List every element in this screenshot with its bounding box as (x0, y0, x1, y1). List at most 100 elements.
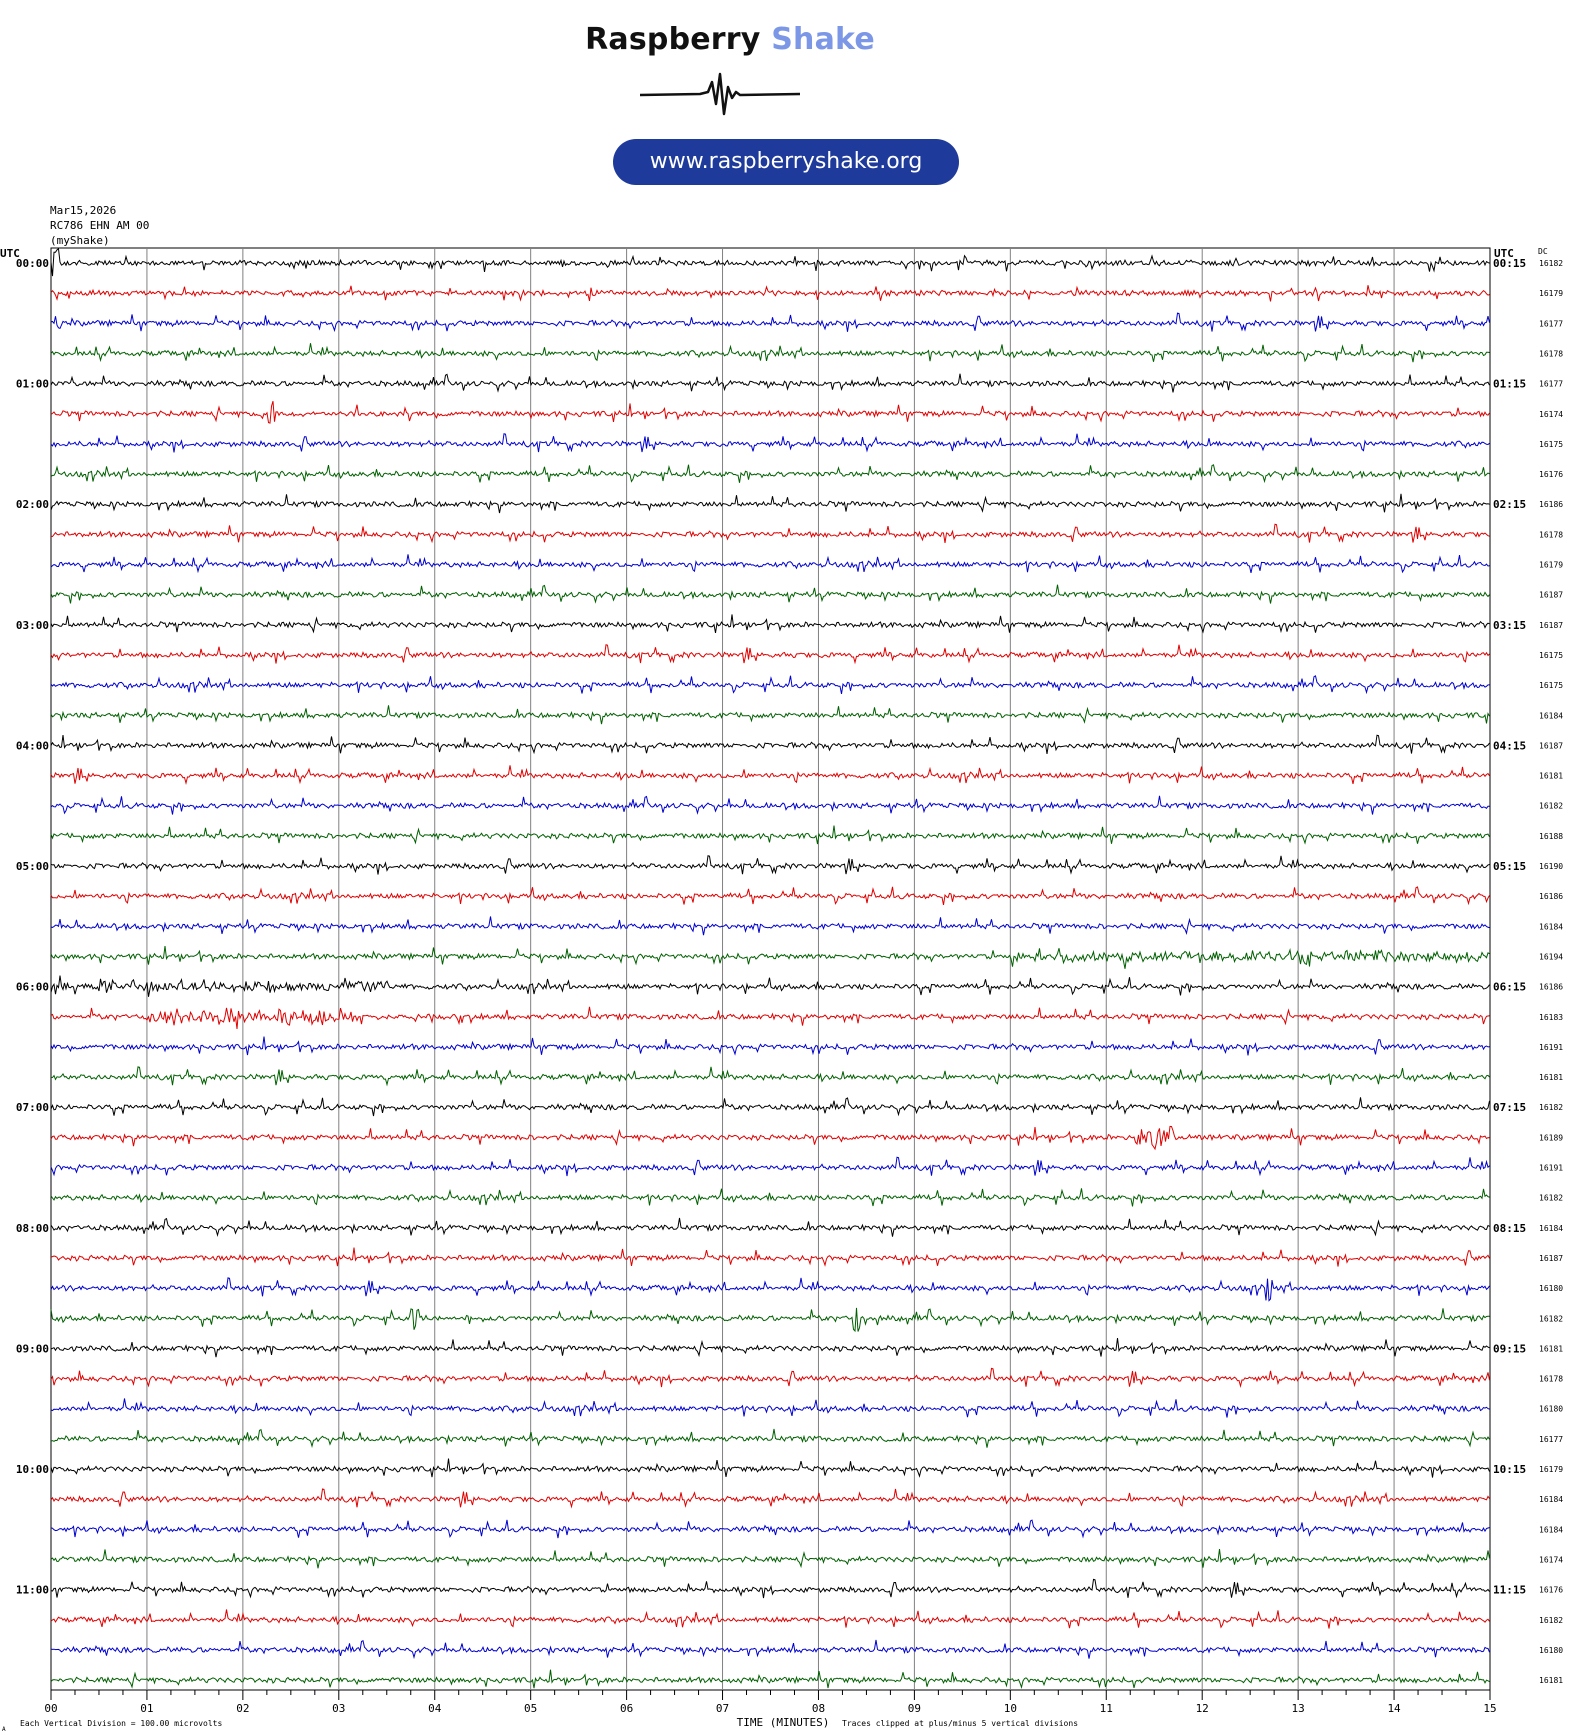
trace-line (50, 614, 1490, 634)
trace-line (50, 343, 1490, 363)
x-tick-label: 10 (1004, 1702, 1017, 1715)
trace-line (50, 825, 1490, 845)
x-tick-label: 12 (1196, 1702, 1209, 1715)
right-hour-label: 02:15 (1493, 498, 1526, 511)
left-hour-label: 11:00 (16, 1584, 49, 1597)
x-tick-label: 14 (1387, 1702, 1401, 1715)
x-tick-label: 05 (524, 1702, 537, 1715)
trace-line (50, 1188, 1490, 1207)
chart-footer: 00 01 02 03 04 05 06 07 08 09 10 11 12 13 14 15 TIME (MI… (2, 1690, 1497, 1732)
x-tick-label: 08 (812, 1702, 825, 1715)
x-tick-label: 01 (140, 1702, 153, 1715)
dc-value-label: 16177 (1539, 319, 1563, 328)
dc-value-label: 16182 (1539, 1314, 1563, 1323)
dc-value-label: 16175 (1539, 681, 1563, 690)
trace-line (50, 1006, 1490, 1030)
right-hour-label: 08:15 (1493, 1222, 1526, 1235)
trace-line (50, 554, 1490, 574)
left-hour-label: 01:00 (16, 378, 49, 391)
dc-value-label: 16186 (1539, 983, 1563, 992)
dc-value-label: 16174 (1539, 410, 1563, 419)
dc-value-label: 16175 (1539, 440, 1563, 449)
trace-line (50, 1549, 1490, 1569)
dc-value-label: 16187 (1539, 1254, 1563, 1263)
dc-value-label: 16184 (1539, 1224, 1563, 1233)
dc-value-label: 16187 (1539, 591, 1563, 600)
right-hour-label: 01:15 (1493, 378, 1526, 391)
trace-line (50, 1277, 1490, 1302)
trace-line (50, 1519, 1490, 1539)
x-tick-label: 11 (1100, 1702, 1113, 1715)
trace-line (50, 1036, 1490, 1056)
left-hour-label: 09:00 (16, 1342, 49, 1355)
dc-value-label: 16182 (1539, 1616, 1563, 1625)
trace-line (50, 1488, 1490, 1509)
right-hour-label: 09:15 (1493, 1342, 1526, 1355)
x-tick-label: 02 (236, 1702, 249, 1715)
dc-value-label: 16177 (1539, 1435, 1563, 1444)
right-hour-label: 05:15 (1493, 860, 1526, 873)
brand-word-raspberry: Raspberry (585, 22, 761, 57)
dc-value-label: 16186 (1539, 500, 1563, 509)
trace-line (50, 523, 1490, 544)
dc-value-label: 16178 (1539, 1375, 1563, 1384)
right-hour-label: 11:15 (1493, 1584, 1526, 1597)
trace-line (50, 493, 1490, 514)
left-hour-label: 07:00 (16, 1101, 49, 1114)
right-hour-label: 07:15 (1493, 1101, 1526, 1114)
x-tick-label: 15 (1483, 1702, 1496, 1715)
dc-value-label: 16180 (1539, 1284, 1563, 1293)
dc-value-label: 16190 (1539, 862, 1563, 871)
trace-line (50, 1367, 1490, 1388)
left-hour-label: 02:00 (16, 498, 49, 511)
x-tick-label: 13 (1292, 1702, 1305, 1715)
minute-grid (50, 247, 1491, 1691)
trace-line (50, 1125, 1490, 1151)
dc-value-label: 16189 (1539, 1133, 1563, 1142)
trace-line (50, 1097, 1490, 1117)
chart-title-block: Mar15,2026 RC786 EHN AM 00 (myShake) (50, 204, 149, 247)
left-hour-label: 00:00 (16, 257, 49, 270)
dc-value-label: 16187 (1539, 741, 1563, 750)
x-tick-label: 03 (332, 1702, 345, 1715)
dc-value-label: 16179 (1539, 289, 1563, 298)
left-hour-label: 08:00 (16, 1222, 49, 1235)
dc-value-label: 16181 (1539, 1344, 1563, 1353)
trace-line (50, 464, 1490, 484)
trace-line (50, 1428, 1490, 1448)
trace-line (50, 1609, 1490, 1629)
trace-line (50, 373, 1490, 393)
dc-value-label: 16184 (1539, 1495, 1563, 1504)
dc-value-label: 16191 (1539, 1043, 1563, 1052)
trace-line (50, 1398, 1490, 1418)
trace-line (50, 285, 1490, 302)
trace-line (50, 584, 1490, 604)
trace-line (50, 644, 1490, 665)
axis-labels: UTC UTC DC 00:00 01:00 02:00 03:00 04:00 05:00 06… (0, 247, 1563, 1685)
plot-frame (50, 247, 1491, 1691)
right-axis-title: UTC (1494, 247, 1514, 260)
trace-line (50, 734, 1490, 755)
trace-line (50, 1307, 1490, 1333)
x-tick-label: 00 (44, 1702, 57, 1715)
dc-value-label: 16186 (1539, 892, 1563, 901)
trace-line (50, 855, 1490, 875)
dc-value-label: 16184 (1539, 711, 1563, 720)
chart-title-line: (myShake) (50, 234, 110, 247)
dc-column-title: DC (1538, 247, 1548, 256)
dc-value-label: 16178 (1539, 530, 1563, 539)
chart-title-line: Mar15,2026 (50, 204, 116, 217)
dc-value-label: 16187 (1539, 621, 1563, 630)
trace-line (50, 1669, 1490, 1689)
dc-value-label: 16184 (1539, 922, 1563, 931)
seismic-traces (50, 247, 1490, 1689)
right-hour-label: 04:15 (1493, 739, 1526, 752)
website-url-badge[interactable]: www.raspberryshake.org (613, 139, 959, 185)
dc-value-label: 16174 (1539, 1555, 1563, 1564)
dc-value-label: 16188 (1539, 832, 1563, 841)
dc-value-label: 16179 (1539, 1465, 1563, 1474)
trace-line (50, 1247, 1490, 1267)
trace-line (50, 1337, 1490, 1358)
x-tick-label: 07 (716, 1702, 729, 1715)
right-hour-label: 00:15 (1493, 257, 1526, 270)
